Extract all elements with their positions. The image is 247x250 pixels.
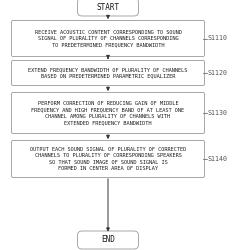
Text: S1140: S1140	[208, 156, 228, 162]
FancyBboxPatch shape	[12, 20, 205, 57]
Text: START: START	[96, 2, 120, 12]
Text: RECEIVE ACOUSTIC CONTENT CORRESPONDING TO SOUND
SIGNAL OF PLURALITY OF CHANNELS : RECEIVE ACOUSTIC CONTENT CORRESPONDING T…	[35, 30, 182, 48]
FancyBboxPatch shape	[78, 0, 139, 16]
Text: S1110: S1110	[208, 36, 228, 42]
Text: OUTPUT EACH SOUND SIGNAL OF PLURALITY OF CORRECTED
CHANNELS TO PLURALITY OF CORR: OUTPUT EACH SOUND SIGNAL OF PLURALITY OF…	[30, 147, 186, 171]
Text: S1120: S1120	[208, 70, 228, 76]
FancyBboxPatch shape	[12, 140, 205, 177]
FancyBboxPatch shape	[12, 60, 205, 86]
Text: END: END	[101, 236, 115, 244]
FancyBboxPatch shape	[12, 92, 205, 134]
Text: EXTEND FREQUENCY BANDWIDTH OF PLURALITY OF CHANNELS
BASED ON PREDETERMINED PARAM: EXTEND FREQUENCY BANDWIDTH OF PLURALITY …	[28, 67, 188, 79]
Text: PERFORM CORRECTION OF REDUCING GAIN OF MIDDLE
FREQUENCY AND HIGH FREQUENCY BAND : PERFORM CORRECTION OF REDUCING GAIN OF M…	[31, 101, 185, 125]
FancyBboxPatch shape	[78, 231, 139, 249]
Text: S1130: S1130	[208, 110, 228, 116]
